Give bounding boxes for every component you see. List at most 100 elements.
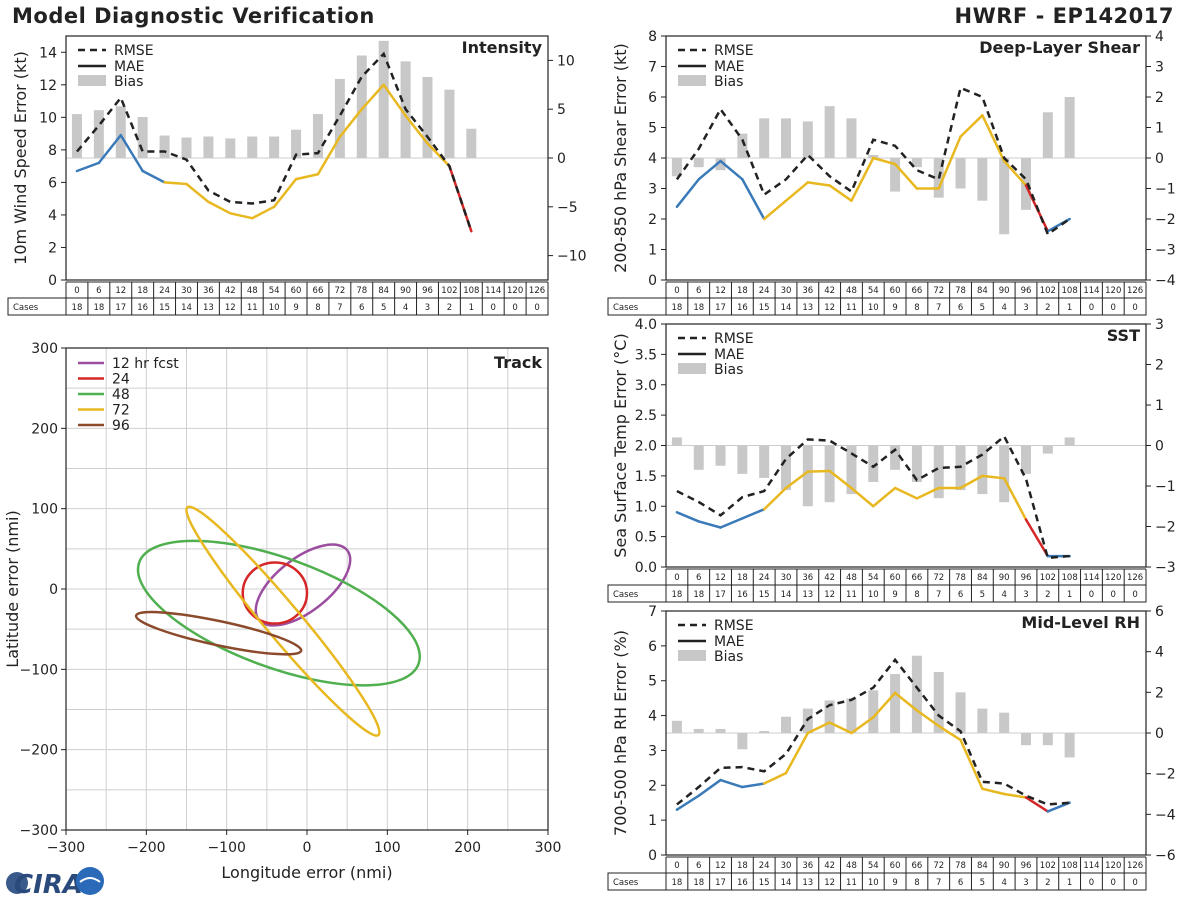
shear-hour-label: 36 <box>802 286 813 296</box>
logo-emblem-icon <box>76 867 104 895</box>
rh-mae-segment <box>872 691 897 719</box>
rh-hour-label: 24 <box>759 861 770 871</box>
sst-cases-value: 0 <box>1132 590 1137 600</box>
intensity-hour-label: 60 <box>291 286 302 296</box>
rh-ytick-label: 1 <box>648 813 657 829</box>
shear-cases-value: 17 <box>715 303 726 313</box>
shear-bias-bar <box>824 106 835 158</box>
shear-cases-value: 4 <box>1001 303 1006 313</box>
intensity-bias-bar <box>225 138 236 158</box>
intensity-mae-segment <box>207 200 232 215</box>
rh-hour-label: 48 <box>846 861 857 871</box>
intensity-bias-bar <box>466 128 477 158</box>
intensity-cases-value: 5 <box>381 303 386 313</box>
rh-cases-value: 15 <box>759 878 770 888</box>
shear-hour-label: 30 <box>781 286 792 296</box>
sst-y2tick-label: 2 <box>1155 358 1164 374</box>
intensity-legend-bias-swatch <box>78 75 106 86</box>
intensity-hour-label: 18 <box>137 286 148 296</box>
rh-ytick-label: 0 <box>648 848 657 864</box>
sst-bias-bar <box>671 437 682 446</box>
rh-hour-label: 18 <box>737 861 748 871</box>
sst-bias-bar <box>759 445 770 478</box>
intensity-mae-segment <box>75 161 101 173</box>
sst-legend-rmse: RMSE <box>714 331 754 347</box>
shear-bias-bar <box>911 158 922 168</box>
shear-hour-label: 60 <box>890 286 901 296</box>
intensity-legend-mae: MAE <box>114 59 145 75</box>
shear-hour-label: 126 <box>1127 286 1143 296</box>
intensity-cases-value: 18 <box>72 303 83 313</box>
intensity-bias-bar <box>115 106 126 158</box>
shear-hour-label: 84 <box>977 286 988 296</box>
intensity-mae-segment <box>382 83 407 117</box>
track-ytick-label: 100 <box>31 502 58 518</box>
shear-mae-segment <box>850 156 875 202</box>
shear-cases-value: 0 <box>1089 303 1094 313</box>
sst-mae-segment <box>1002 477 1028 521</box>
track-ellipse <box>134 610 303 656</box>
sst-mae-segment <box>741 508 766 520</box>
intensity-hour-label: 54 <box>269 286 280 296</box>
rh-cases-value: 17 <box>715 878 726 888</box>
track-ytick-label: 0 <box>49 582 58 598</box>
shear-y2tick-label: 2 <box>1155 90 1164 106</box>
sst-bias-bar <box>890 445 901 470</box>
rh-bias-bar <box>846 698 857 733</box>
sst-mae-segment <box>915 486 940 500</box>
sst-bias-bar <box>1064 437 1075 446</box>
intensity-mae-segment <box>185 182 210 204</box>
rh-hour-label: 30 <box>781 861 792 871</box>
rh-bias-bar <box>868 690 879 733</box>
sst-mae-segment <box>872 486 897 508</box>
sst-ytick-label: 4.0 <box>635 317 657 333</box>
rh-bias-bar <box>1064 733 1075 758</box>
sst-y2tick-label: −2 <box>1155 520 1176 536</box>
rh-cases-value: 14 <box>781 878 792 888</box>
intensity-legend-rmse: RMSE <box>114 43 154 59</box>
rh-cases-value: 8 <box>914 878 919 888</box>
sst-ytick-label: 0.0 <box>635 560 657 576</box>
shear-y2tick-label: −2 <box>1155 212 1176 228</box>
rh-bias-bar <box>693 728 704 733</box>
intensity-mae-segment <box>294 173 320 181</box>
sst-bias-bar <box>933 445 944 499</box>
track-ytick-label: 300 <box>31 341 58 357</box>
track-legend-label: 96 <box>112 418 130 434</box>
sst-bias-bar <box>977 445 988 495</box>
track-xtick-label: −200 <box>127 840 165 856</box>
intensity-hour-label: 96 <box>422 286 433 296</box>
rh-ytick-label: 3 <box>648 743 657 759</box>
intensity-mae-segment <box>119 133 144 173</box>
intensity-mae-segment <box>97 133 123 165</box>
sst-ytick-label: 1.0 <box>635 499 657 515</box>
rh-mae-segment <box>1024 796 1050 813</box>
intensity-hour-label: 114 <box>485 286 501 296</box>
sst-cases-value: 3 <box>1023 590 1028 600</box>
rh-mae-segment <box>1002 792 1028 799</box>
rh-cases-value: 2 <box>1045 878 1050 888</box>
shear-mae-segment <box>719 159 744 181</box>
shear-bias-bar <box>890 158 901 192</box>
rh-hour-label: 6 <box>696 861 701 871</box>
intensity-bias-bar <box>203 136 214 158</box>
shear-cases-value: 8 <box>914 303 919 313</box>
rh-cases-value: 10 <box>868 878 879 888</box>
rh-legend-mae: MAE <box>714 634 745 650</box>
shear-bias-bar <box>1042 112 1053 158</box>
sst-legend-bias: Bias <box>714 362 743 378</box>
intensity-hour-label: 84 <box>378 286 389 296</box>
shear-cases-value: 1 <box>1067 303 1072 313</box>
sst-ytick-label: 2.5 <box>635 408 657 424</box>
sst-ytick-label: 0.5 <box>635 530 657 546</box>
shear-cases-value: 10 <box>868 303 879 313</box>
intensity-cases-value: 0 <box>512 303 517 313</box>
rh-legend-bias-swatch <box>678 650 706 661</box>
shear-bias-bar <box>1064 97 1075 158</box>
rh-cases-value: 0 <box>1132 878 1137 888</box>
intensity-cases-label: Cases <box>13 303 39 313</box>
intensity-hour-label: 90 <box>400 286 411 296</box>
rh-hour-label: 60 <box>890 861 901 871</box>
intensity-hour-label: 126 <box>529 286 545 296</box>
